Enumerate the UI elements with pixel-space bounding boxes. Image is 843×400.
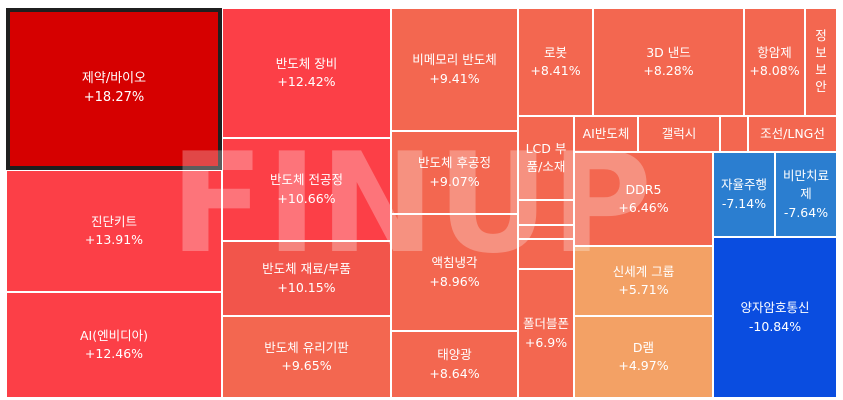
tile-diagnostic-kit[interactable]: 진단키트 +13.91% [6,170,222,292]
tile-name: D램 [632,339,655,355]
tile-name: 자율주행 [720,177,767,193]
tile-robot[interactable]: 로봇 +8.41% [518,8,593,116]
tile-name: 정보보안 [815,28,827,94]
tile-name: 비만치료제 [782,168,829,202]
tile-obesity-drug[interactable]: 비만치료제 -7.64% [775,152,837,237]
tile-shinsegae-group[interactable]: 신세계 그룹 +5.71% [574,246,713,316]
tile-quantum-crypto[interactable]: 양자암호통신 -10.84% [713,237,837,398]
tile-change: +8.08% [749,63,800,78]
tile-3d-nand[interactable]: 3D 낸드 +8.28% [593,8,744,116]
tile-semi-equipment[interactable]: 반도체 장비 +12.42% [222,8,391,138]
tile-non-memory-semi[interactable]: 비메모리 반도체 +9.41% [391,8,518,131]
tile-name: 비메모리 반도체 [412,52,497,68]
tile-change: +8.41% [530,63,581,78]
tile-small-d[interactable] [720,116,748,152]
tile-pharma-bio[interactable]: 제약/바이오 +18.27% [5,7,223,171]
tile-semi-glass-substrate[interactable]: 반도체 유리기판 +9.65% [222,316,391,398]
tile-immersion-cooling[interactable]: 액침냉각 +8.96% [391,214,518,331]
tile-name: 3D 낸드 [646,44,691,60]
tile-small-c[interactable] [518,239,574,269]
tile-change: +10.66% [277,190,336,206]
tile-anticancer[interactable]: 항암제 +8.08% [744,8,805,116]
tile-change: +8.28% [643,63,694,78]
tile-change: +6.9% [524,334,568,350]
tile-small-b[interactable] [518,225,574,239]
tile-change: +8.64% [429,365,480,381]
tile-galaxy[interactable]: 갤럭시 [638,116,720,152]
tile-semi-materials[interactable]: 반도체 재료/부품 +10.15% [222,241,391,316]
tile-name: DDR5 [625,181,662,197]
tile-ai-semi[interactable]: AI반도체 [574,116,638,152]
tile-solar[interactable]: 태양광 +8.64% [391,331,518,398]
tile-name: AI(엔비디아) [80,327,148,343]
tile-name: 반도체 전공정 [270,172,343,188]
tile-name: 제약/바이오 [81,71,147,87]
tile-change: +12.42% [277,74,336,89]
tile-change: +5.71% [618,282,669,297]
tile-name: 폴더블폰 [522,316,569,332]
tile-name: 조선/LNG선 [760,125,825,141]
tile-change: -10.84% [748,318,802,334]
tile-small-a[interactable] [518,200,574,225]
tile-name: 진단키트 [90,213,137,229]
tile-autonomous-driving[interactable]: 자율주행 -7.14% [713,152,775,237]
tile-name: 갤럭시 [661,125,697,141]
tile-name: 반도체 유리기판 [264,339,349,355]
tile-semi-back-end[interactable]: 반도체 후공정 +9.07% [391,131,518,214]
tile-change: +10.15% [277,279,336,295]
tile-ai-nvidia[interactable]: AI(엔비디아) +12.46% [6,292,222,398]
tile-change: +13.91% [84,232,144,247]
tile-info-security[interactable]: 정보보안 [805,8,837,116]
tile-change: +9.07% [429,173,480,189]
tile-lcd-parts[interactable]: LCD 부품/소재 [518,116,574,200]
tile-name: 액침냉각 [431,255,478,271]
tile-change: -7.14% [721,195,767,211]
tile-name: AI반도체 [582,125,630,141]
tile-ddr5[interactable]: DDR5 +6.46% [574,152,713,246]
tile-semi-front-end[interactable]: 반도체 전공정 +10.66% [222,138,391,241]
tile-change: -7.64% [783,204,829,220]
tile-change: +12.46% [84,346,144,361]
tile-name: 로봇 [543,44,567,60]
tile-name: 반도체 재료/부품 [262,261,351,277]
tile-name: LCD 부품/소재 [525,140,567,174]
tile-name: 반도체 후공정 [418,155,491,171]
tile-foldable-phone[interactable]: 폴더블폰 +6.9% [518,269,574,398]
tile-name: 신세계 그룹 [612,263,675,279]
tile-change: +9.41% [429,70,480,86]
tile-name: 항암제 [757,44,792,60]
tile-change: +6.46% [618,200,669,215]
tile-change: +4.97% [618,358,669,373]
tile-change: +18.27% [83,90,145,105]
tile-change: +8.96% [429,273,480,289]
tile-change: +9.65% [281,358,332,373]
tile-name: 반도체 장비 [275,55,338,71]
tile-shipbuilding-lng[interactable]: 조선/LNG선 [748,116,837,152]
tile-dram[interactable]: D램 +4.97% [574,316,713,398]
tile-name: 양자암호통신 [740,300,810,316]
tile-name: 태양광 [437,347,472,363]
